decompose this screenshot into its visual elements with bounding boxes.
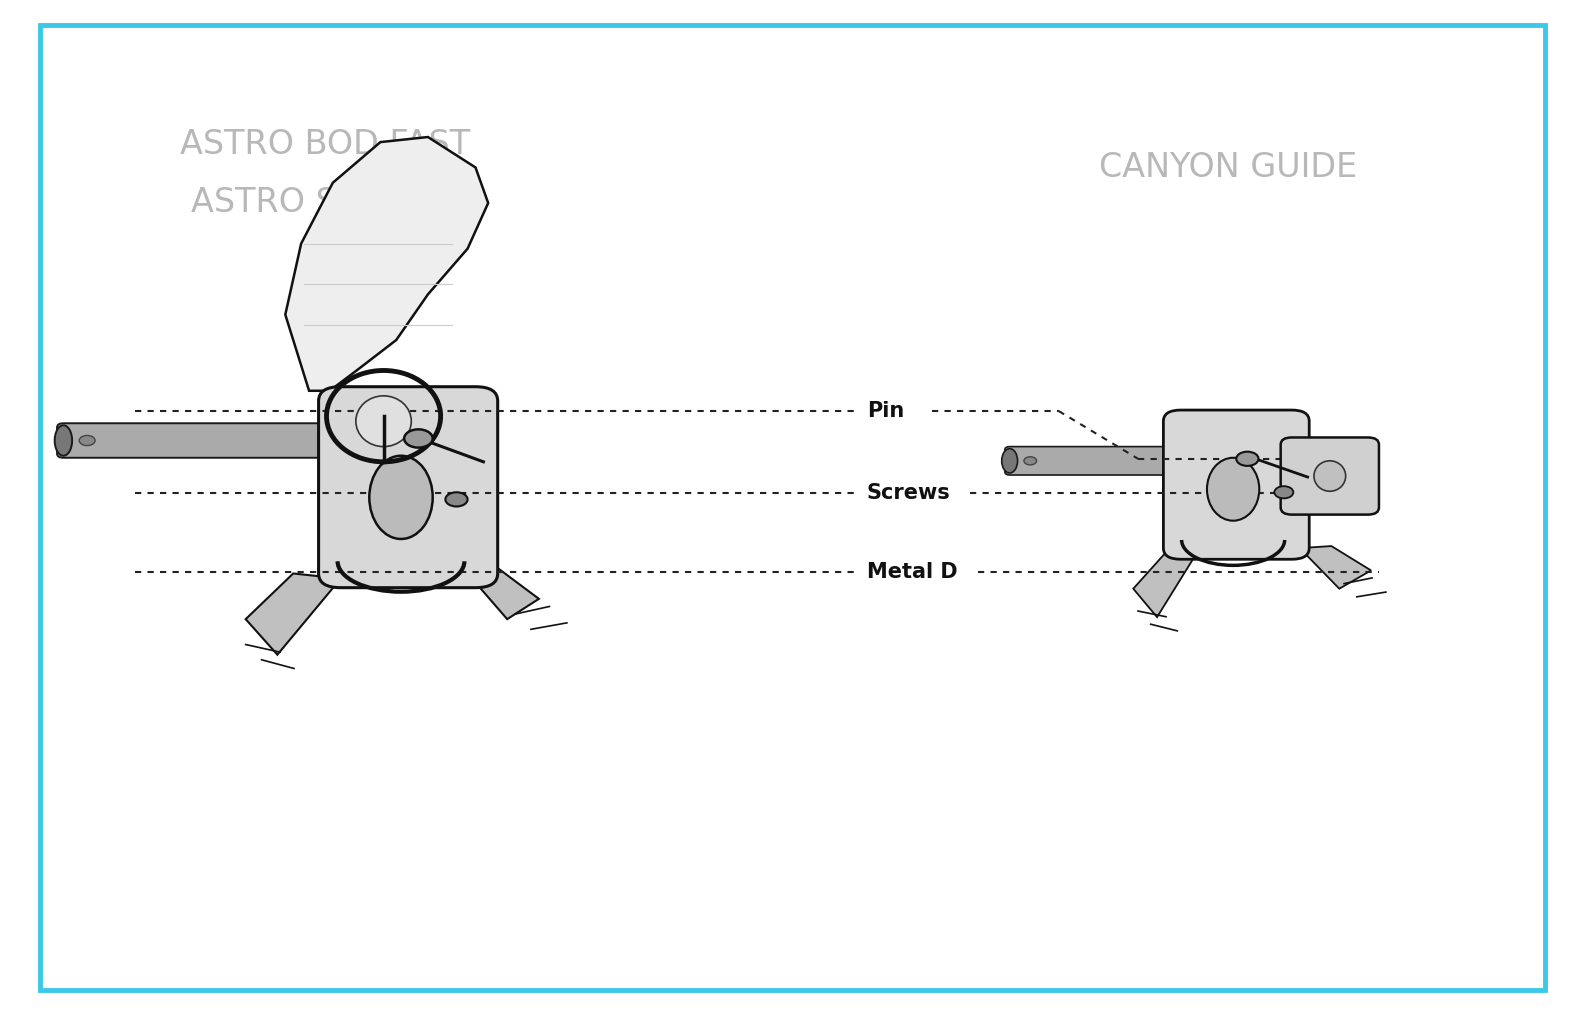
FancyBboxPatch shape bbox=[319, 387, 498, 588]
Text: Metal D: Metal D bbox=[867, 562, 957, 583]
Polygon shape bbox=[1300, 546, 1371, 589]
Circle shape bbox=[1024, 457, 1037, 465]
Polygon shape bbox=[285, 137, 488, 391]
Ellipse shape bbox=[54, 425, 73, 456]
Ellipse shape bbox=[1314, 461, 1346, 491]
FancyBboxPatch shape bbox=[1005, 447, 1189, 475]
Circle shape bbox=[404, 429, 433, 448]
Polygon shape bbox=[246, 573, 341, 655]
Text: Pin: Pin bbox=[867, 401, 905, 421]
Text: CANYON GUIDE: CANYON GUIDE bbox=[1100, 151, 1357, 184]
Text: ASTRO BOD FAST: ASTRO BOD FAST bbox=[179, 128, 471, 160]
Polygon shape bbox=[1133, 548, 1197, 617]
Text: Screws: Screws bbox=[867, 483, 951, 503]
Circle shape bbox=[79, 435, 95, 446]
FancyBboxPatch shape bbox=[57, 423, 352, 458]
Ellipse shape bbox=[369, 456, 433, 539]
Ellipse shape bbox=[1208, 458, 1260, 521]
Ellipse shape bbox=[355, 396, 412, 447]
Polygon shape bbox=[468, 563, 539, 619]
FancyBboxPatch shape bbox=[1163, 410, 1309, 559]
Circle shape bbox=[1274, 486, 1293, 498]
Circle shape bbox=[445, 492, 468, 506]
FancyBboxPatch shape bbox=[1281, 437, 1379, 515]
Circle shape bbox=[1236, 452, 1258, 466]
Text: ASTRO SIT FAST: ASTRO SIT FAST bbox=[192, 187, 458, 219]
Ellipse shape bbox=[1002, 449, 1018, 473]
